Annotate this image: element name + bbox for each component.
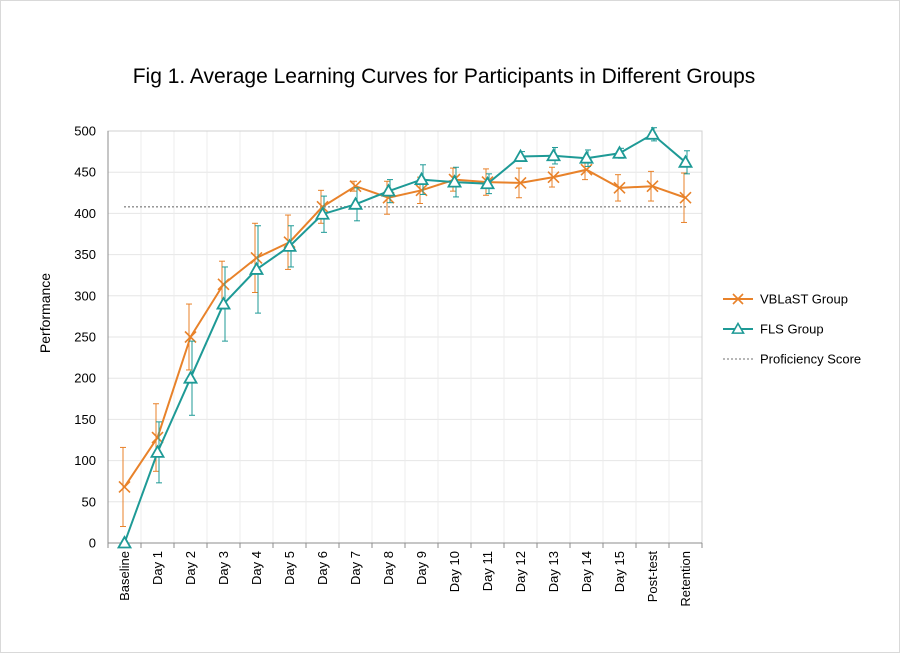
data-point [116,535,133,549]
series-vblast-group [118,159,692,528]
axis-layer: 0 50 100 150 200 250 300 350 400 450 500 Baseline Da… [74,124,703,607]
data-point [479,175,496,190]
data-point [281,238,298,252]
x-tick-label: Baseline [117,551,132,601]
legend-item: VBLaST Group [723,292,848,307]
y-tick-label: 0 [89,536,96,551]
x-tick-label: Day 11 [480,551,495,591]
data-point [512,148,529,162]
series-line [123,168,686,488]
y-tick-label: 400 [74,206,96,221]
x-tick-label: Day 15 [612,551,627,592]
legend-item: FLS Group [723,322,824,337]
series-fls-group [116,126,694,549]
y-tick-label: 250 [74,330,96,345]
data-point [215,296,232,310]
data-point [514,176,527,189]
x-tick-label: Day 7 [348,551,363,585]
y-axis-label: Performance [37,273,53,353]
data-point [677,154,694,168]
y-tick-label: 500 [74,124,96,139]
x-tick-label: Day 8 [381,551,396,585]
data-point [151,431,164,444]
x-tick-label: Day 13 [546,551,561,592]
x-tick-label: Retention [678,551,693,607]
x-tick-label: Day 12 [513,551,528,592]
y-tick-label: 300 [74,288,96,303]
x-tick-label: Day 10 [447,551,462,592]
x-tick-label: Day 1 [150,551,165,585]
data-point [446,174,463,188]
data-point [380,183,397,197]
y-tick-label: 100 [74,453,96,468]
x-tick-label: Day 9 [414,551,429,585]
data-point [613,181,626,194]
data-point [250,251,263,264]
x-tick-label: Day 6 [315,551,330,585]
x-tick-label: Day 3 [216,551,231,585]
data-point [644,126,661,140]
legend-label: Proficiency Score [760,352,861,367]
data-point [646,180,659,193]
data-point [118,480,131,494]
data-point [149,444,166,458]
data-point [545,147,562,162]
data-point [413,171,430,186]
x-tick-label: Day 5 [282,551,297,585]
legend-label: FLS Group [760,322,824,337]
data-point [347,196,364,210]
legend: VBLaST Group FLS Group Proficiency Score [723,292,861,367]
data-point [217,278,230,291]
data-point [578,150,595,164]
x-tick-label: Day 4 [249,551,264,585]
series-line [123,133,687,544]
legend-marker [731,321,745,334]
y-tick-label: 50 [82,494,96,509]
legend-label: VBLaST Group [760,292,848,307]
y-tick-label: 200 [74,371,96,386]
data-point [547,171,560,184]
data-point [679,191,692,204]
legend-marker [732,293,744,305]
chart-title: Fig 1. Average Learning Curves for Parti… [133,65,756,88]
y-tick-label: 450 [74,165,96,180]
x-tick-label: Day 2 [183,551,198,585]
data-point [314,206,331,220]
data-point [611,145,628,159]
x-tick-label: Post-test [645,551,660,603]
y-tick-label: 350 [74,247,96,262]
data-point [248,261,265,275]
legend-item: Proficiency Score [723,352,861,367]
series-layer [116,126,694,549]
data-point [182,370,199,384]
grid-layer [108,130,702,543]
x-tick-label: Day 14 [579,551,594,592]
data-point [349,180,362,193]
y-tick-label: 150 [74,412,96,427]
